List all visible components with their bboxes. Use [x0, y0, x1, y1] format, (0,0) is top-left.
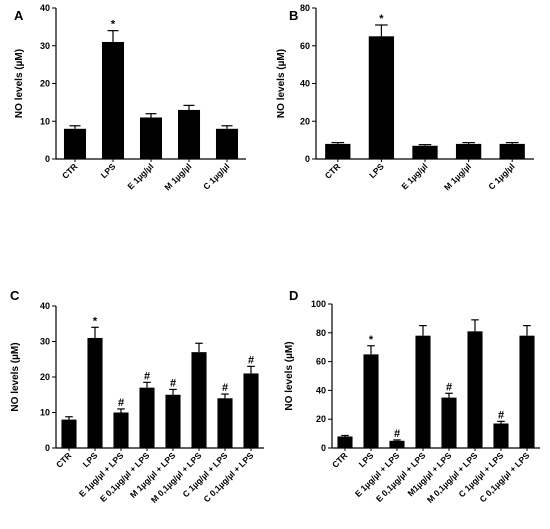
bar [441, 397, 457, 448]
category-label: CTR [60, 161, 79, 180]
bar [389, 440, 405, 448]
y-tick-label: 20 [40, 372, 50, 382]
significance-mark: # [394, 428, 400, 440]
y-tick-label: 10 [40, 408, 50, 418]
bar [165, 394, 181, 448]
significance-mark: # [144, 370, 150, 382]
significance-mark: # [248, 354, 254, 366]
y-tick-label: 20 [40, 79, 50, 89]
category-label: C 1µg/µl [201, 161, 231, 191]
y-tick-label: 40 [40, 301, 50, 311]
bar [139, 387, 155, 448]
category-label: CTR [323, 161, 342, 180]
y-tick-label: 0 [45, 443, 50, 453]
category-label: M 1µg/µl [162, 161, 193, 192]
chart-panel-a: A 0 10 20 30 40 NO levels (µM) CTR * LPS E 1µg/µl M… [14, 3, 246, 192]
chart-panel-b: B 0 20 40 60 80 NO levels (µM) CTR * LPS E 1µg/µl M… [276, 3, 534, 192]
y-tick-label: 0 [305, 154, 310, 164]
category-label: LPS [367, 161, 386, 180]
significance-mark: # [446, 381, 452, 393]
y-tick-label: 20 [300, 116, 310, 126]
y-tick-label: 60 [316, 357, 326, 367]
significance-mark: # [498, 409, 504, 421]
y-tick-label: 80 [316, 328, 326, 338]
category-label: M 1µg/µl + LPS [128, 450, 178, 500]
category-label: C 1µg/µl [486, 161, 516, 191]
bar [61, 419, 77, 448]
bar [493, 423, 509, 448]
bar [243, 373, 259, 448]
category-label: CTR [54, 450, 73, 469]
y-tick-label: 40 [300, 79, 310, 89]
panel-letter: A [14, 8, 24, 23]
bar [412, 145, 438, 159]
bar [217, 398, 233, 448]
y-tick-label: 60 [300, 41, 310, 51]
bar [368, 36, 395, 159]
significance-mark: # [118, 397, 124, 409]
panel-letter: B [289, 8, 298, 23]
bar [455, 143, 482, 159]
y-tick-label: 10 [40, 116, 50, 126]
bar [337, 436, 353, 448]
bar [415, 335, 431, 448]
panel-letter: D [289, 288, 298, 303]
y-axis-label: NO levels (µM) [10, 342, 21, 411]
bar [191, 352, 207, 448]
bar [87, 337, 103, 448]
y-axis-label: NO levels (µM) [14, 49, 25, 118]
y-tick-label: 30 [40, 41, 50, 51]
category-label: LPS [357, 450, 376, 469]
bar [519, 335, 535, 448]
significance-mark: * [93, 315, 98, 327]
significance-mark: * [379, 13, 384, 25]
bar [215, 128, 239, 159]
bar [467, 331, 483, 448]
bar [63, 128, 87, 159]
y-tick-label: 40 [40, 3, 50, 13]
bar [499, 143, 525, 159]
y-axis-label: NO levels (µM) [276, 49, 287, 118]
category-label: M 1µg/µl [442, 161, 473, 192]
y-tick-label: 0 [45, 154, 50, 164]
bar [363, 354, 379, 448]
bar [113, 412, 129, 448]
significance-mark: * [369, 334, 374, 346]
y-tick-label: 80 [300, 3, 310, 13]
y-tick-label: 30 [40, 337, 50, 347]
bar [139, 117, 163, 159]
category-label: LPS [81, 450, 100, 469]
bar [177, 109, 201, 159]
significance-mark: # [222, 382, 228, 394]
bar [101, 41, 125, 159]
y-tick-label: 40 [316, 385, 326, 395]
significance-mark: * [111, 19, 116, 31]
bar [325, 143, 351, 159]
category-label: CTR [330, 450, 349, 469]
y-axis-label: NO levels (µM) [284, 341, 295, 410]
panel-letter: C [10, 288, 20, 303]
y-tick-label: 20 [316, 414, 326, 424]
y-tick-label: 100 [311, 299, 326, 309]
category-label: LPS [99, 161, 118, 180]
category-label: E 1µg/µl [125, 161, 155, 191]
category-label: E 1µg/µl [399, 161, 429, 191]
y-tick-label: 0 [321, 443, 326, 453]
significance-mark: # [170, 377, 176, 389]
